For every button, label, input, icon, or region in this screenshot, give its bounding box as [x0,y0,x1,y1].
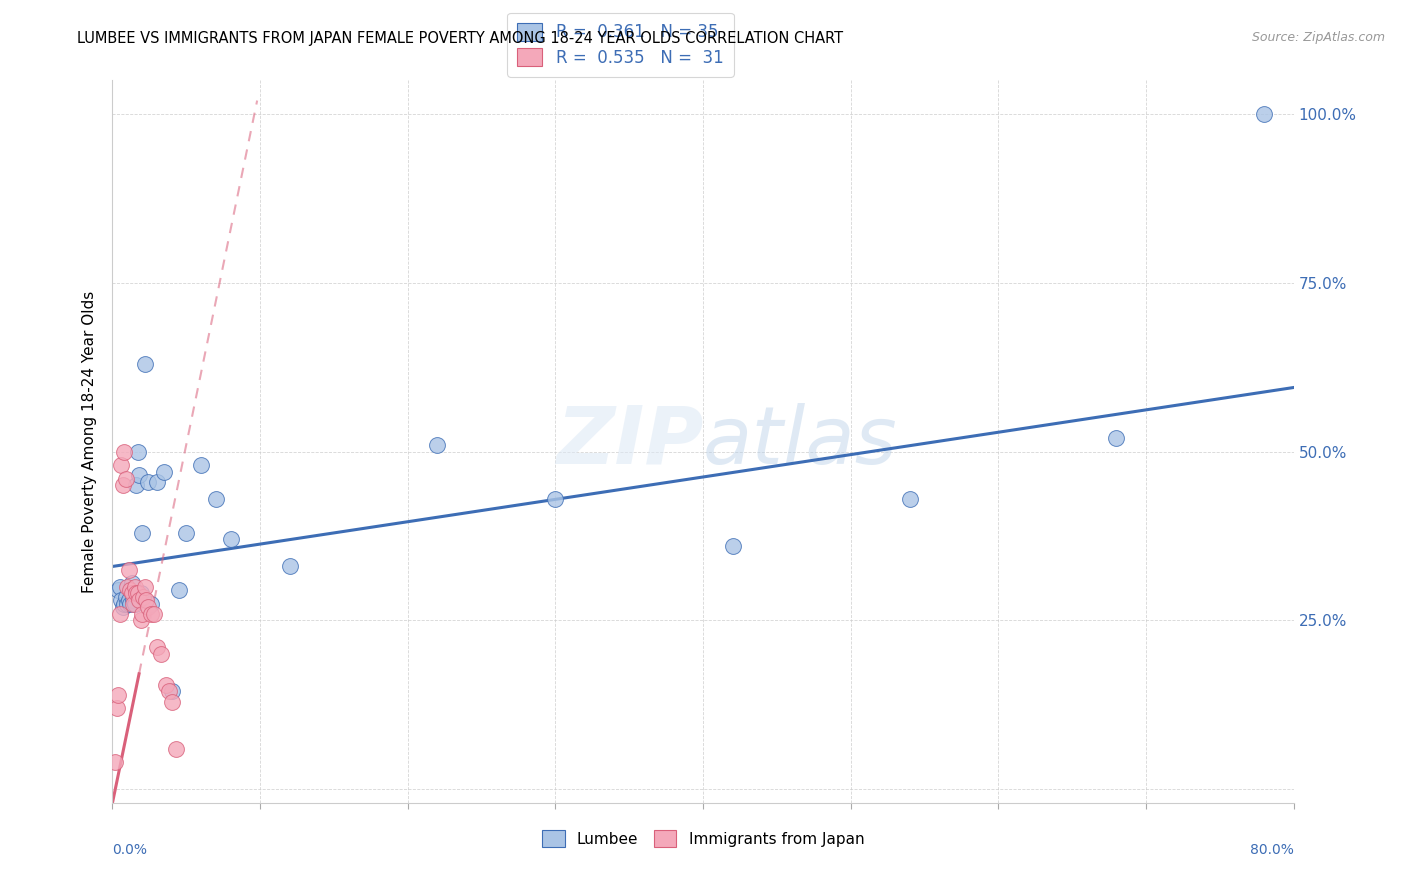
Point [134,580,156,594]
Point [108,607,131,621]
Point [118,593,141,607]
Point [120,583,142,598]
Point [131,525,153,540]
Point [150,647,173,661]
Point [111,599,134,614]
Text: LUMBEE VS IMMIGRANTS FROM JAPAN FEMALE POVERTY AMONG 18-24 YEAR OLDS CORRELATION: LUMBEE VS IMMIGRANTS FROM JAPAN FEMALE P… [77,31,844,46]
Point [142,607,165,621]
Point [278,559,301,574]
Point [157,684,180,698]
Text: 80.0%: 80.0% [1250,843,1294,856]
Point [117,597,138,611]
Text: ZIP: ZIP [555,402,703,481]
Point [129,586,152,600]
Point [122,597,145,611]
Text: Source: ZipAtlas.com: Source: ZipAtlas.com [1251,31,1385,45]
Point [107,583,129,598]
Point [146,640,169,655]
Point [898,491,921,506]
Point [190,458,212,472]
Point [139,597,162,611]
Text: atlas: atlas [703,402,898,481]
Point [121,576,143,591]
Point [125,586,148,600]
Point [108,580,131,594]
Point [124,580,146,594]
Point [135,593,157,607]
Point [205,491,228,506]
Point [134,357,156,371]
Point [544,491,567,506]
Point [120,597,142,611]
Point [165,741,187,756]
Point [114,590,136,604]
Point [153,465,176,479]
Point [114,472,136,486]
Point [160,684,183,698]
Point [124,597,146,611]
Point [129,614,152,628]
Point [111,478,134,492]
Point [136,475,159,489]
Point [110,593,132,607]
Point [128,593,150,607]
Point [146,475,169,489]
Y-axis label: Female Poverty Among 18-24 Year Olds: Female Poverty Among 18-24 Year Olds [82,291,97,592]
Point [131,607,153,621]
Point [110,458,132,472]
Point [219,533,242,547]
Point [112,597,135,611]
Point [118,563,141,577]
Point [167,583,190,598]
Point [1253,107,1275,121]
Point [121,586,143,600]
Point [107,688,129,702]
Point [105,701,128,715]
Point [155,678,177,692]
Point [122,593,145,607]
Point [721,539,744,553]
Point [174,525,197,540]
Text: 0.0%: 0.0% [112,843,148,856]
Point [128,468,150,483]
Point [127,444,149,458]
Point [112,444,135,458]
Point [160,694,183,708]
Point [132,590,155,604]
Point [426,438,449,452]
Legend: Lumbee, Immigrants from Japan: Lumbee, Immigrants from Japan [536,824,870,853]
Point [117,580,138,594]
Point [104,756,127,770]
Point [136,599,159,614]
Point [125,478,148,492]
Point [139,607,162,621]
Point [127,586,149,600]
Point [1105,431,1128,445]
